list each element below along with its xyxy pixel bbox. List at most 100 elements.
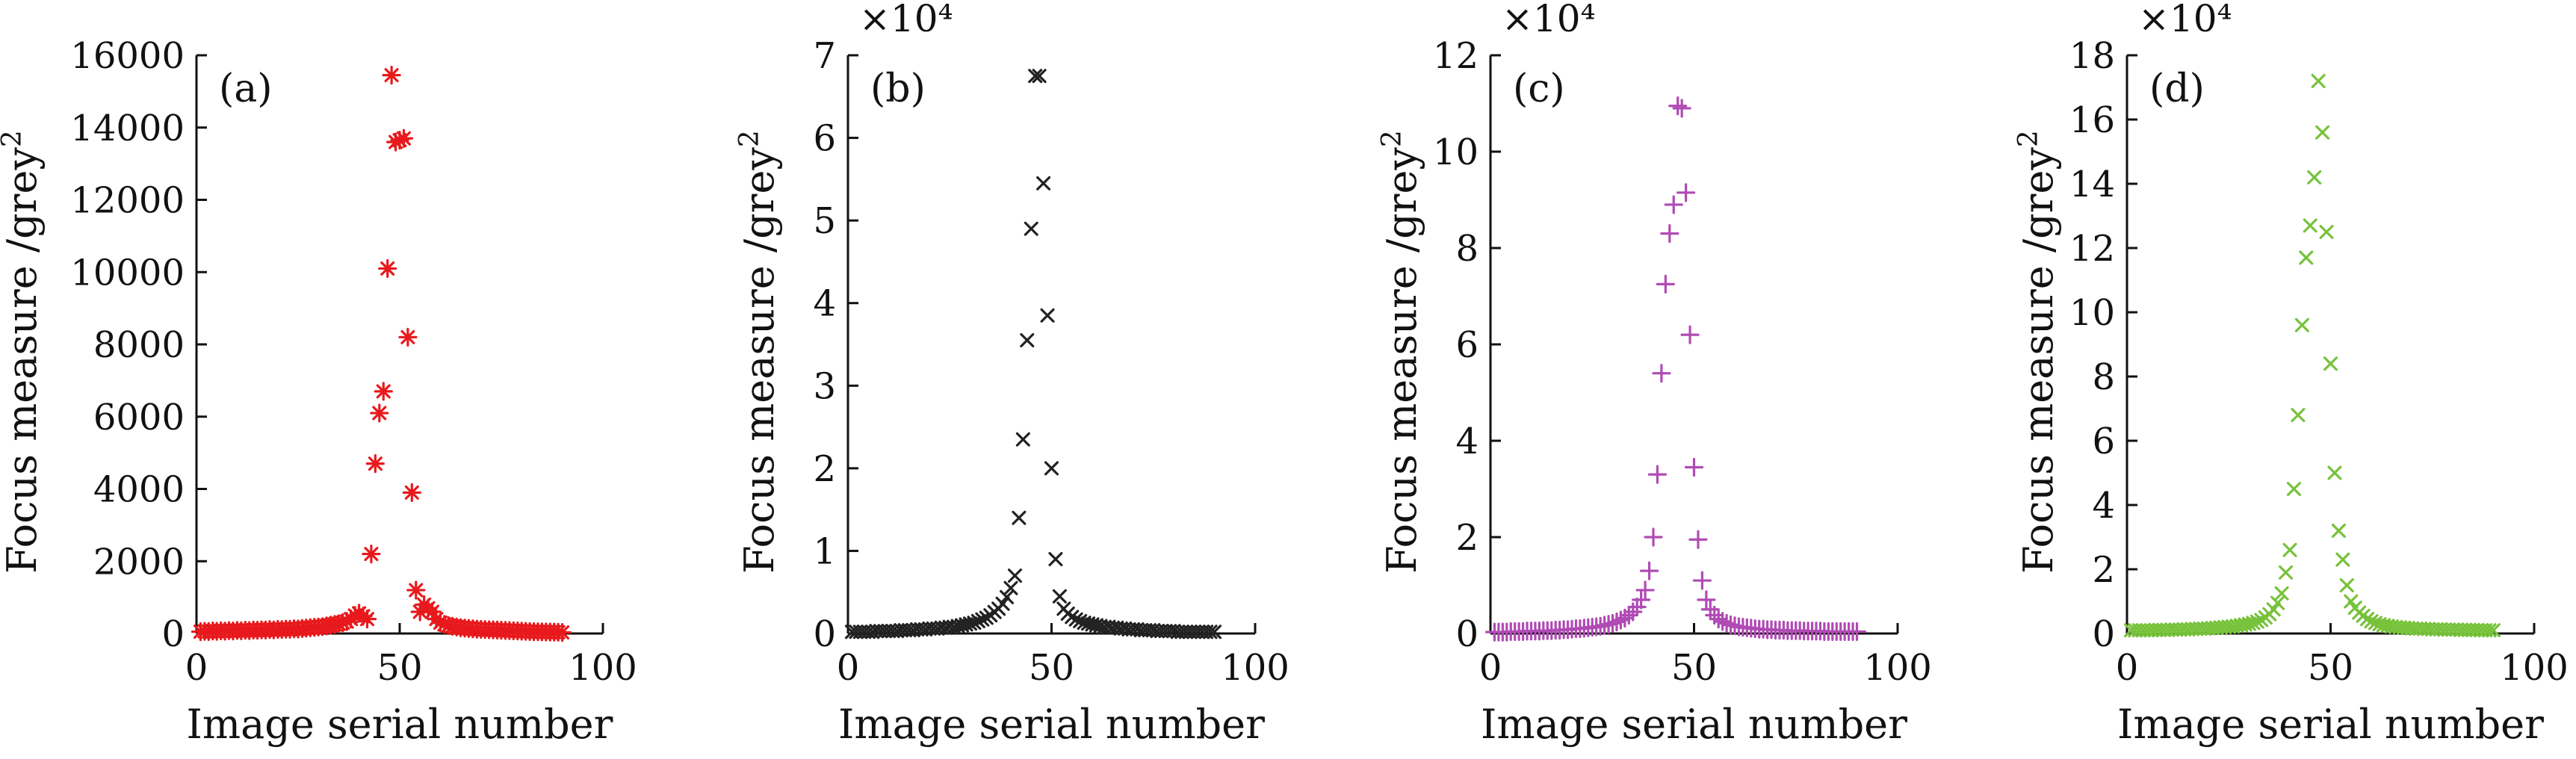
data-point-52 (2335, 552, 2350, 567)
data-point-51 (398, 327, 418, 347)
data-point-49 (2323, 356, 2338, 371)
data-point-42 (2294, 317, 2309, 332)
data-point-45 (2307, 170, 2322, 185)
data-point-38 (2279, 565, 2294, 580)
panel-label: (c) (1513, 66, 1565, 111)
data-point-49 (1044, 461, 1059, 476)
data-point-33 (1619, 605, 1638, 625)
y-tick-label: 6 (2092, 421, 2115, 462)
data-point-37 (1635, 580, 1655, 600)
x-axis-label: Image serial number (1481, 701, 1907, 748)
y-tick-label: 8000 (93, 324, 185, 366)
data-point-88 (2482, 623, 2497, 638)
y-tick-label: 4 (2092, 485, 2115, 527)
y-tick-label: 10000 (70, 252, 185, 294)
data-point-29 (1603, 613, 1623, 633)
data-point-48 (1680, 325, 1700, 344)
y-tick-label: 10 (1433, 131, 1479, 173)
y-tick-label: 16 (2069, 99, 2115, 141)
x-tick-label: 50 (2308, 647, 2353, 689)
x-tick-label: 100 (569, 647, 637, 689)
data-point-59 (430, 613, 450, 633)
data-point-32 (975, 612, 990, 627)
y-tick-label: 0 (161, 613, 185, 655)
data-point-89 (553, 622, 572, 642)
y-axis-label-group: Focus measure /grey2 (2013, 130, 2062, 574)
y-axis-label-group: Focus measure /grey2 (0, 130, 46, 574)
x-tick-label: 0 (1479, 647, 1502, 689)
data-point-41 (1652, 364, 1671, 383)
data-point-88 (1203, 625, 1218, 639)
data-point-42 (362, 544, 381, 564)
data-point-39 (1003, 580, 1018, 595)
panel-2: 0 1 2 3 4 5 6 7 0 50 100 Image serial number Focus m… (734, 0, 1289, 748)
data-point-38 (1000, 589, 1015, 604)
data-point-45 (374, 382, 393, 401)
data-point-29 (2241, 616, 2257, 631)
y-axis-label: Focus measure /grey2 (1377, 130, 1425, 574)
y-tick-label: 1 (813, 530, 836, 572)
y-tick-label: 12 (1433, 35, 1479, 77)
data-point-44 (1664, 195, 1683, 214)
data-point-57 (422, 602, 442, 622)
y-tick-label: 0 (2092, 613, 2115, 655)
data-point-43 (2299, 250, 2314, 265)
data-point-50 (1688, 530, 1708, 549)
data-point-50 (2327, 465, 2342, 480)
y-tick-label: 6 (1455, 324, 1479, 366)
y-axis-label-group: Focus measure /grey2 (1377, 130, 1425, 574)
x-axis-label: Image serial number (2117, 701, 2544, 748)
x-tick-label: 0 (2116, 647, 2139, 689)
data-point-43 (365, 454, 385, 474)
x-tick-label: 0 (837, 647, 860, 689)
data-point-89 (2486, 623, 2501, 638)
x-tick-label: 50 (1671, 647, 1717, 689)
data-point-37 (2274, 586, 2289, 601)
y-tick-label: 14 (2069, 164, 2115, 205)
y-tick-label: 10 (2069, 292, 2115, 334)
data-point-40 (1007, 569, 1022, 583)
data-point-44 (370, 403, 389, 423)
data-point-39 (1644, 527, 1663, 547)
data-point-37 (995, 596, 1010, 611)
data-point-47 (1676, 183, 1696, 202)
y-tick-label: 6000 (93, 397, 185, 439)
data-point-40 (2286, 481, 2301, 497)
data-point-56 (1713, 612, 1733, 631)
data-point-31 (2250, 614, 2264, 629)
y-tick-label: 8 (1455, 228, 1479, 270)
data-point-49 (1684, 457, 1704, 477)
data-point-39 (2282, 542, 2297, 557)
y-tick-label: 0 (813, 613, 836, 655)
series-markers (1484, 96, 1867, 642)
data-point-44 (1024, 221, 1038, 236)
y-tick-label: 12000 (70, 180, 185, 222)
data-point-55 (1068, 612, 1083, 627)
y-axis-label: Focus measure /grey2 (0, 130, 46, 574)
series-markers (191, 66, 572, 642)
exponent-label: ×10⁴ (859, 0, 953, 40)
data-point-53 (406, 580, 426, 600)
data-point-50 (1048, 551, 1063, 567)
data-point-41 (1012, 510, 1027, 525)
x-tick-label: 50 (377, 647, 422, 689)
data-point-51 (1052, 589, 1067, 604)
x-tick-label: 100 (2500, 647, 2569, 689)
y-tick-label: 16000 (70, 35, 185, 77)
data-point-38 (1639, 561, 1659, 580)
data-point-30 (2246, 616, 2261, 631)
y-tick-label: 5 (813, 200, 836, 242)
panel-label: (d) (2149, 66, 2205, 111)
data-point-46 (378, 258, 397, 279)
y-tick-label: 18 (2069, 35, 2115, 77)
y-tick-label: 2 (1455, 517, 1479, 559)
data-point-48 (386, 132, 406, 152)
exponent-label: ×10⁴ (1502, 0, 1596, 40)
data-point-46 (1032, 69, 1047, 84)
data-point-52 (402, 483, 421, 502)
data-point-36 (1632, 590, 1651, 610)
data-point-45 (1028, 69, 1043, 84)
data-point-60 (2368, 616, 2383, 631)
